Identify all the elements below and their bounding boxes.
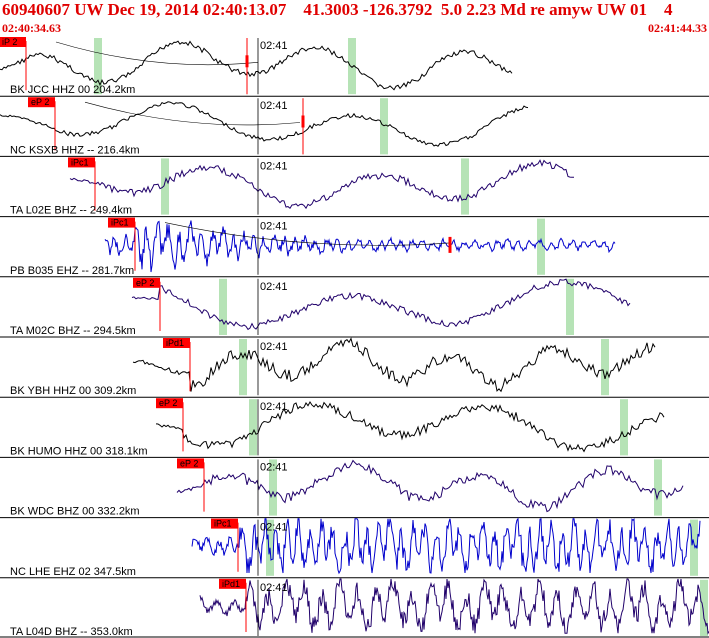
waveform [0, 101, 529, 147]
pick-box[interactable] [108, 217, 135, 228]
station-label: NC KSXB HHZ -- 216.4km [10, 144, 140, 156]
trace-row[interactable]: iPc1 02:41 TA L02E BHZ -- 249.4km [0, 155, 709, 217]
trace-row[interactable]: eP 2 02:41 BK WDC BHZ 00 332.2km [0, 456, 709, 518]
window-start-time: 02:40:34.63 [2, 21, 61, 35]
station-label: BK YBH HHZ 00 309.2km [10, 385, 136, 397]
waveform [104, 220, 616, 273]
pick-label: eP 2 [136, 278, 154, 288]
time-tick-label: 02:41 [260, 522, 288, 534]
trace-row[interactable]: eP 2 02:41 TA M02C BHZ -- 294.5km [0, 276, 709, 337]
pick-label: iPc1 [214, 519, 232, 529]
time-tick-label: 02:41 [260, 100, 288, 112]
waveform [176, 459, 684, 513]
window-marker [620, 399, 628, 456]
waveform [191, 517, 701, 575]
window-marker [537, 218, 545, 275]
pick-box[interactable] [68, 157, 95, 168]
pick-label: eP 2 [31, 97, 49, 107]
pick-box[interactable] [211, 518, 238, 529]
event-title: 60940607 UW Dec 19, 2014 02:40:13.07 41.… [2, 0, 673, 19]
trace-row[interactable]: iP 2 02:41 BK JCC HHZ 00 204.2km [0, 37, 513, 96]
trace-row[interactable]: eP 2 02:41 NC KSXB HHZ -- 216.4km [0, 95, 709, 156]
waveform [199, 578, 709, 635]
coda-curve [84, 101, 301, 126]
time-tick-label: 02:41 [260, 221, 288, 233]
station-label: TA L04D BHZ -- 353.0km [10, 626, 133, 638]
window-marker [219, 278, 227, 335]
window-marker [461, 158, 469, 215]
window-marker [654, 459, 662, 516]
window-marker [566, 278, 574, 335]
station-label: TA M02C BHZ -- 294.5km [10, 325, 136, 337]
event-header: 60940607 UW Dec 19, 2014 02:40:13.07 41.… [0, 0, 709, 36]
station-label: TA L02E BHZ -- 249.4km [10, 205, 132, 217]
window-marker [700, 579, 708, 636]
end-marker-handle[interactable] [301, 115, 305, 128]
waveform [0, 40, 513, 91]
pick-box[interactable] [28, 97, 55, 108]
time-tick-label: 02:41 [260, 40, 288, 52]
pick-label: iPc1 [71, 157, 89, 167]
coda-curve [55, 41, 259, 66]
pick-box[interactable] [219, 578, 246, 589]
pick-label: iP 2 [2, 37, 17, 47]
trace-row[interactable]: iPc1 02:41 PB B035 EHZ -- 281.7km [0, 216, 709, 277]
window-marker [239, 339, 247, 396]
pick-box[interactable] [156, 398, 183, 409]
window-marker [161, 158, 169, 215]
waveform [155, 401, 665, 453]
pick-box[interactable] [163, 338, 190, 348]
window-marker [348, 38, 356, 95]
trace-row[interactable]: iPd1 02:41 BK YBH HHZ 00 309.2km [0, 336, 709, 397]
station-label: PB B035 EHZ -- 281.7km [10, 265, 134, 277]
station-label: NC LHE EHZ 02 347.5km [10, 566, 136, 578]
pick-box[interactable] [133, 277, 160, 288]
window-end-time: 02:41:44.33 [648, 21, 707, 35]
window-marker [690, 519, 698, 576]
waveform [69, 159, 574, 210]
coda-curve [164, 222, 451, 246]
station-label: BK HUMO HHZ 00 318.1km [10, 445, 148, 457]
end-marker-handle[interactable] [245, 55, 249, 68]
trace-row[interactable]: iPc1 02:41 NC LHE EHZ 02 347.5km [0, 517, 709, 578]
pick-box[interactable] [0, 37, 26, 47]
pick-label: iPc1 [111, 218, 129, 228]
time-tick-label: 02:41 [260, 281, 288, 293]
window-marker [249, 399, 257, 456]
pick-label: iPd1 [222, 579, 240, 589]
trace-row[interactable]: eP 2 02:41 BK HUMO HHZ 00 318.1km [0, 396, 709, 457]
waveform [132, 337, 656, 393]
station-label: BK WDC BHZ 00 332.2km [10, 506, 140, 518]
pick-label: eP 2 [180, 458, 198, 468]
pick-box[interactable] [177, 458, 204, 469]
pick-label: iPd1 [166, 338, 184, 348]
time-tick-label: 02:41 [260, 401, 288, 413]
time-tick-label: 02:41 [260, 582, 288, 594]
time-tick-label: 02:41 [260, 461, 288, 473]
window-marker [380, 98, 388, 155]
station-label: BK JCC HHZ 00 204.2km [10, 84, 135, 96]
time-tick-label: 02:41 [260, 341, 288, 353]
window-marker [601, 339, 609, 396]
waveform [131, 278, 631, 331]
pick-label: eP 2 [159, 398, 177, 408]
window-marker [94, 38, 102, 95]
time-tick-label: 02:41 [260, 160, 288, 172]
trace-row[interactable]: iPd1 02:41 TA L04D BHZ -- 353.0km [0, 577, 709, 638]
window-marker [269, 459, 277, 516]
